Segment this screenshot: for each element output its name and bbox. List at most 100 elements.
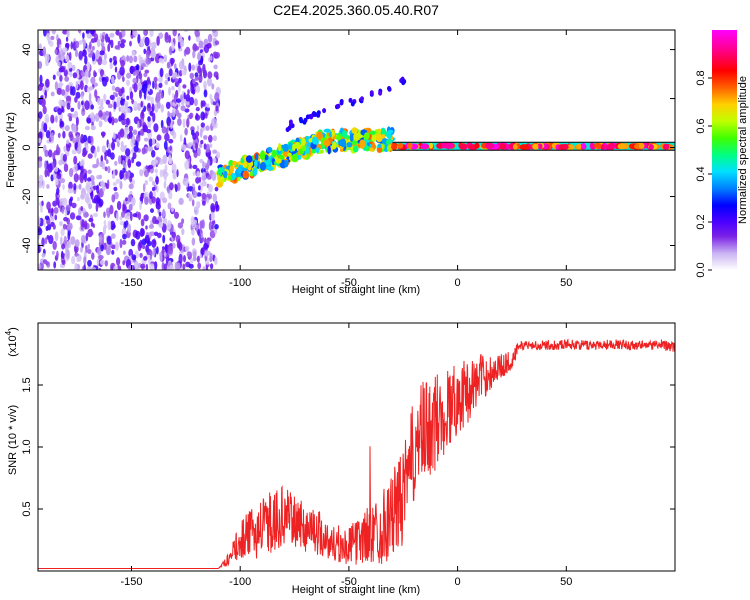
spectrogram-noise-cell	[141, 84, 148, 94]
spectrogram-noise-cell	[107, 165, 111, 174]
spectrogram-noise-cell	[174, 183, 178, 189]
spectrogram-panel: -150 -100 -50 0 50 -40 -20 0 20 40 Height of str…	[5, 29, 676, 296]
spectrogram-noise-cell	[151, 103, 155, 112]
spectrogram-signal-cell	[266, 166, 274, 171]
spectrogram-noise-cell	[176, 182, 181, 192]
spectrogram-noise-cell	[148, 224, 154, 230]
spectrogram-noise-cell	[200, 140, 204, 145]
spectrogram-noise-cell	[109, 32, 115, 38]
spectrogram-harmonic-cell	[309, 114, 314, 120]
spectrogram-noise-cell	[43, 30, 47, 37]
spectrogram-noise-cell	[62, 223, 67, 230]
spectrogram-noise-cell	[114, 160, 118, 166]
spectrogram-noise-cell	[151, 239, 157, 248]
spectrogram-noise-cell	[110, 233, 116, 239]
spectrogram-noise-cell	[103, 211, 106, 218]
spectrogram-noise-cell	[201, 219, 205, 229]
spectrogram-noise-cell	[202, 63, 206, 74]
spectrogram-noise-cell	[119, 66, 125, 76]
spectrogram-noise-cell	[77, 100, 81, 110]
spectrogram-signal-cell	[338, 139, 345, 147]
spectrogram-tone-cell	[397, 142, 404, 149]
spectrogram-noise-cell	[124, 144, 127, 149]
spectrogram-noise-cell	[80, 206, 83, 211]
spectrogram-noise-cell	[73, 183, 77, 191]
spectrogram-noise-cell	[145, 57, 152, 65]
spectrogram-noise-cell	[155, 178, 159, 183]
spectrogram-noise-cell	[87, 243, 91, 250]
spectrogram-noise-cell	[158, 211, 162, 217]
spectrogram-noise-cell	[70, 236, 76, 245]
spectrogram-noise-cell	[123, 250, 126, 255]
spectrogram-signal-cell	[232, 160, 237, 166]
spectrogram-noise-cell	[213, 71, 219, 78]
spectrogram-noise-cell	[69, 167, 74, 178]
spectrogram-noise-cell	[78, 40, 83, 45]
spectrogram-noise-cell	[113, 101, 117, 110]
spectrogram-y-ticks: -40 -20 0 20 40	[21, 43, 675, 253]
spectrogram-noise-cell	[133, 55, 138, 63]
spectrogram-noise-cell	[114, 241, 119, 251]
colorbar-tick-label: 0.2	[695, 214, 707, 229]
spectrogram-noise-cell	[208, 184, 213, 193]
spectrogram-noise-cell	[111, 249, 115, 255]
spectrogram-noise-cell	[116, 200, 122, 211]
spectrogram-noise-cell	[84, 196, 90, 203]
spectrogram-noise-cell	[135, 161, 142, 167]
spectrogram-noise-cell	[113, 60, 117, 66]
spectrogram-noise-cell	[114, 45, 120, 50]
spectrogram-noise-cell	[105, 183, 109, 190]
spectrogram-noise-cell	[86, 181, 92, 187]
spectrogram-noise-cell	[187, 142, 193, 147]
spectrogram-noise-cell	[50, 35, 55, 41]
spectrogram-noise-cell	[167, 219, 172, 230]
spectrogram-noise-cell	[127, 160, 131, 169]
spectrogram-noise-cell	[131, 99, 135, 105]
spectrogram-noise-cell	[46, 235, 50, 240]
spectrogram-noise-cell	[52, 241, 57, 250]
spectrogram-noise-cell	[122, 76, 125, 82]
spectrogram-noise-cell	[171, 231, 176, 239]
spectrogram-tone-cell	[663, 143, 670, 150]
spectrogram-noise-cell	[80, 193, 85, 200]
spectrogram-noise-cell	[85, 30, 90, 34]
spectrogram-noise-cell	[192, 171, 196, 176]
spectrogram-noise-cell	[146, 95, 151, 101]
snr-scale-base: (x10	[7, 335, 19, 356]
spectrogram-noise-cell	[100, 244, 104, 252]
spectrogram-noise-cell	[153, 123, 159, 133]
spectrogram-noise-cell	[43, 218, 46, 228]
spectrogram-noise-cell	[67, 61, 73, 69]
spectrogram-noise-cell	[172, 72, 176, 80]
spectrogram-noise-cell	[84, 69, 89, 78]
spectrogram-noise-cell	[120, 141, 124, 147]
spectrogram-noise-cell	[147, 116, 151, 122]
spectrogram-noise-cell	[120, 113, 125, 121]
spectrogram-noise-cell	[126, 55, 130, 62]
spectrogram-signal-cell	[282, 143, 289, 152]
spectrogram-noise-cell	[47, 149, 53, 158]
spectrogram-noise-cell	[133, 263, 139, 270]
spectrogram-noise-cell	[139, 227, 145, 237]
spectrogram-harmonic-cell	[348, 97, 353, 103]
spectrogram-noise-cell	[148, 138, 153, 147]
spectrogram-noise-cell	[104, 166, 108, 172]
spectrogram-noise-cell	[161, 126, 167, 134]
spectrogram-noise-cell	[85, 144, 89, 151]
spectrogram-noise-cell	[71, 123, 77, 133]
spectrogram-harmonic-cell	[288, 119, 293, 125]
spectrogram-noise-cell	[52, 224, 56, 230]
spectrogram-noise-cell	[71, 255, 76, 265]
spectrogram-noise-cell	[186, 251, 192, 257]
spectrogram-noise-cell	[137, 212, 142, 221]
spectrogram-noise-cell	[65, 36, 69, 42]
spectrogram-noise-cell	[41, 237, 45, 247]
spectrogram-noise-cell	[196, 201, 201, 209]
spectrogram-noise-cell	[192, 50, 196, 59]
spectrogram-noise-cell	[162, 234, 166, 244]
spectrogram-noise-cell	[84, 100, 90, 111]
spectrogram-noise-cell	[45, 261, 49, 266]
spectrogram-signal-cell	[368, 147, 374, 152]
spectrogram-noise-cell	[119, 180, 123, 190]
spectrogram-noise-cell	[122, 260, 125, 266]
